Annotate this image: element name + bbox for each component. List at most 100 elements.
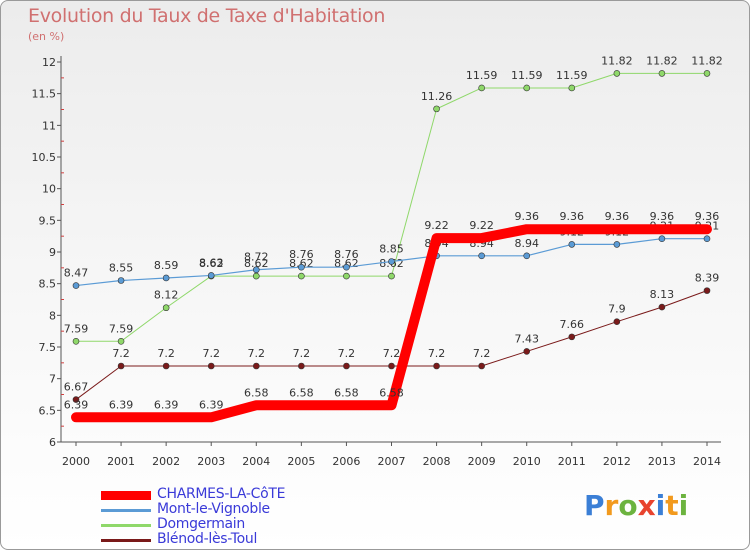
y-tick-label: 8.5	[39, 278, 57, 291]
data-point-mont-le-vignoble	[252, 266, 260, 274]
data-point-domgermain	[298, 272, 305, 280]
data-label-bl-nod-l-s-toul: 7.2	[473, 347, 491, 360]
x-tick-label: 2009	[468, 455, 496, 468]
data-label-domgermain: 8.62	[244, 257, 269, 270]
data-point-mont-le-vignoble	[298, 263, 305, 271]
data-label-bl-nod-l-s-toul: 7.2	[293, 347, 311, 360]
data-label-bl-nod-l-s-toul: 7.2	[338, 347, 356, 360]
data-point-mont-le-vignoble	[658, 235, 666, 242]
data-point-bl-nod-l-s-toul	[388, 362, 395, 370]
data-point-mont-le-vignoble	[207, 272, 215, 279]
data-point-bl-nod-l-s-toul	[343, 362, 350, 370]
x-tick-label: 2002	[152, 455, 180, 468]
data-label-mont-le-vignoble: 8.85	[379, 243, 404, 256]
data-point-domgermain	[478, 84, 485, 92]
data-label-bl-nod-l-s-toul: 8.13	[650, 288, 675, 301]
data-point-mont-le-vignoble	[388, 258, 395, 265]
data-label-mont-le-vignoble: 8.47	[64, 267, 89, 280]
legend-item-charmes: CHARMES-LA-CôTE	[101, 486, 361, 502]
legend-swatch-charmes	[101, 491, 151, 500]
x-tick-label: 2013	[648, 455, 676, 468]
data-label-charmes-la-c-te: 6.58	[379, 386, 404, 399]
data-label-domgermain: 11.82	[601, 54, 633, 67]
proxiti-logo: Proxiti	[584, 489, 688, 522]
legend-label-blenod: Blénod-lès-Toul	[157, 531, 258, 547]
data-point-bl-nod-l-s-toul	[523, 348, 531, 355]
chart-title: Evolution du Taux de Taxe d'Habitation	[28, 5, 386, 27]
data-point-domgermain	[72, 337, 80, 345]
data-label-mont-le-vignoble: 8.76	[334, 248, 359, 261]
data-label-bl-nod-l-s-toul: 7.2	[428, 347, 446, 360]
y-tick-label: 11	[42, 119, 56, 132]
x-tick-label: 2000	[62, 455, 90, 468]
data-label-charmes-la-c-te: 9.36	[695, 210, 720, 223]
data-point-bl-nod-l-s-toul	[252, 362, 260, 370]
data-label-charmes-la-c-te: 9.36	[514, 210, 539, 223]
data-point-mont-le-vignoble	[523, 252, 531, 260]
data-label-domgermain: 7.59	[109, 322, 134, 335]
data-label-bl-nod-l-s-toul: 7.43	[514, 332, 539, 345]
data-label-charmes-la-c-te: 9.22	[424, 219, 449, 232]
data-label-domgermain: 7.59	[64, 322, 89, 335]
data-label-domgermain: 11.59	[466, 69, 498, 82]
data-point-bl-nod-l-s-toul	[658, 303, 666, 311]
legend-swatch-domgermain	[101, 524, 151, 527]
data-point-domgermain	[568, 84, 576, 92]
chart-subtitle: (en %)	[28, 30, 65, 43]
data-label-bl-nod-l-s-toul: 7.9	[608, 303, 626, 316]
data-point-mont-le-vignoble	[117, 277, 125, 284]
data-label-mont-le-vignoble: 8.59	[154, 259, 179, 272]
logo-letter: i	[678, 489, 689, 522]
legend-item-blenod: Blénod-lès-Toul	[101, 531, 361, 547]
data-point-domgermain	[117, 337, 125, 345]
legend-item-domgermain: Domgermain	[101, 516, 361, 532]
data-label-charmes-la-c-te: 6.39	[199, 398, 224, 411]
logo-letter: x	[637, 489, 656, 522]
data-label-charmes-la-c-te: 9.36	[560, 210, 585, 223]
legend-label-charmes: CHARMES-LA-CôTE	[157, 486, 286, 502]
x-tick-label: 2006	[332, 455, 360, 468]
data-label-charmes-la-c-te: 6.39	[109, 398, 134, 411]
data-label-charmes-la-c-te: 6.39	[64, 398, 89, 411]
data-label-bl-nod-l-s-toul: 7.2	[157, 347, 175, 360]
data-point-domgermain	[703, 70, 711, 77]
data-point-bl-nod-l-s-toul	[703, 287, 711, 294]
legend-swatch-mont-le-vignoble	[101, 509, 151, 512]
legend-label-domgermain: Domgermain	[157, 516, 245, 532]
series-line-charmes-la-c-te	[71, 224, 712, 423]
data-point-mont-le-vignoble	[568, 241, 576, 248]
data-label-bl-nod-l-s-toul: 7.2	[383, 347, 401, 360]
data-point-domgermain	[343, 272, 350, 280]
data-point-domgermain	[162, 304, 170, 312]
data-label-domgermain: 8.62	[199, 257, 224, 270]
x-tick-label: 2011	[558, 455, 586, 468]
data-point-domgermain	[658, 70, 666, 77]
chart-legend: CHARMES-LA-CôTE Mont-le-Vignoble Domgerm…	[101, 486, 361, 547]
data-point-bl-nod-l-s-toul	[613, 318, 621, 325]
data-point-bl-nod-l-s-toul	[207, 362, 215, 370]
x-tick-label: 2005	[287, 455, 315, 468]
data-point-bl-nod-l-s-toul	[72, 396, 80, 403]
data-label-charmes-la-c-te: 6.58	[244, 386, 269, 399]
data-label-bl-nod-l-s-toul: 7.66	[560, 318, 585, 331]
data-point-bl-nod-l-s-toul	[298, 362, 305, 370]
data-label-mont-le-vignoble: 8.72	[244, 251, 269, 264]
data-point-domgermain	[523, 84, 531, 92]
data-point-domgermain	[252, 272, 260, 280]
data-label-bl-nod-l-s-toul: 8.39	[695, 272, 720, 285]
y-tick-label: 12	[42, 56, 56, 69]
x-tick-label: 2012	[603, 455, 631, 468]
x-tick-label: 2007	[378, 455, 406, 468]
y-tick-label: 9	[49, 246, 56, 259]
logo-letter: P	[584, 489, 605, 522]
data-label-domgermain: 11.82	[691, 54, 723, 67]
data-label-mont-le-vignoble: 8.63	[199, 256, 224, 269]
x-tick-label: 2010	[513, 455, 541, 468]
y-tick-label: 6.5	[39, 404, 57, 417]
data-label-mont-le-vignoble: 8.76	[289, 248, 314, 261]
data-label-charmes-la-c-te: 9.36	[605, 210, 630, 223]
data-label-charmes-la-c-te: 9.36	[650, 210, 675, 223]
y-tick-label: 6	[49, 436, 56, 449]
